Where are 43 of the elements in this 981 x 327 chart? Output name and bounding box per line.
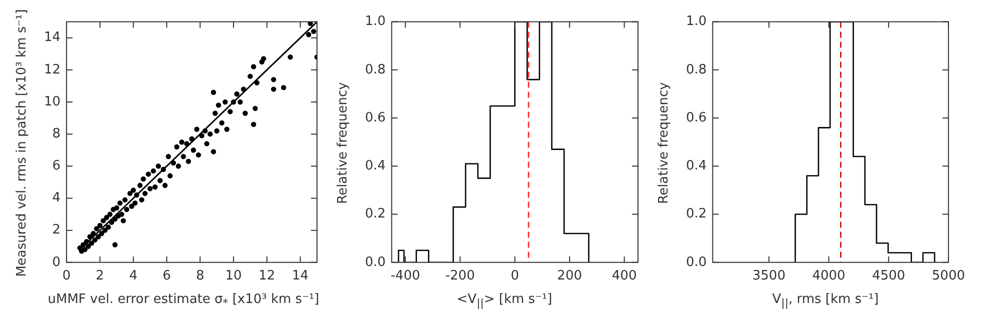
- x-tick-label: 3500: [752, 268, 786, 284]
- y-tick-label: 14: [44, 30, 61, 46]
- y-tick-label: 0.8: [686, 62, 707, 78]
- x-tick-label: 5000: [932, 268, 966, 284]
- y-tick-label: 0.2: [686, 206, 707, 222]
- x-tick-label: 0: [510, 268, 519, 284]
- x-tick-label: 0: [62, 268, 71, 284]
- x-tick-label: -400: [390, 268, 420, 284]
- x-tick-label: 12: [258, 268, 276, 284]
- y-axis-title: Relative frequency: [336, 82, 350, 204]
- y-tick-label: 8: [52, 126, 61, 142]
- x-tick-label: 10: [225, 268, 242, 284]
- y-tick-label: 0.6: [686, 110, 707, 126]
- x-tick-label: 200: [557, 268, 582, 284]
- x-axis-title: <V$_{||}$> [km s⁻¹]: [456, 292, 554, 310]
- y-tick-label: 1.0: [686, 14, 707, 30]
- y-tick-label: 12: [44, 62, 61, 78]
- y-axis-title: Relative frequency: [656, 82, 672, 204]
- y-tick-label: 0.4: [364, 158, 386, 174]
- y-tick-label: 0.6: [364, 110, 386, 126]
- y-tick-label: 0.8: [364, 62, 386, 78]
- y-tick-label: 6: [52, 158, 61, 174]
- y-axis-title: Measured vel. rms in patch [x10³ km s⁻¹]: [14, 9, 30, 277]
- y-tick-label: 1.0: [364, 14, 386, 30]
- x-tick-label: 14: [292, 268, 309, 284]
- y-tick-label: 0.4: [686, 158, 707, 174]
- x-tick-label: 400: [612, 268, 637, 284]
- x-axis-title: V$_{||}$, rms [km s⁻¹]: [771, 292, 880, 310]
- x-tick-label: 2: [96, 268, 104, 284]
- x-tick-label: -200: [445, 268, 475, 284]
- y-tick-label: 0.2: [364, 206, 386, 222]
- x-tick-label: 4500: [872, 268, 906, 284]
- y-tick-label: 10: [44, 94, 61, 110]
- x-tick-label: 8: [196, 268, 204, 284]
- y-tick-label: 4: [52, 190, 61, 206]
- y-tick-label: 0.0: [686, 254, 707, 270]
- y-tick-label: 0: [52, 254, 61, 270]
- y-tick-label: 0.0: [364, 254, 386, 270]
- y-tick-label: 2: [52, 222, 61, 238]
- x-tick-label: 6: [162, 268, 171, 284]
- x-axis-title: uMMF vel. error estimate σ$_{*}$ [x10³ km s⁻¹]: [46, 292, 320, 310]
- x-tick-label: 4: [129, 268, 138, 284]
- x-tick-label: 4000: [812, 268, 846, 284]
